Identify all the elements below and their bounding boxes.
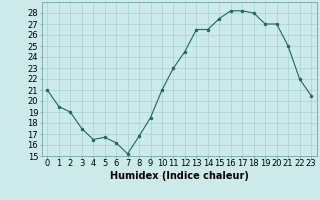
X-axis label: Humidex (Indice chaleur): Humidex (Indice chaleur): [110, 171, 249, 181]
